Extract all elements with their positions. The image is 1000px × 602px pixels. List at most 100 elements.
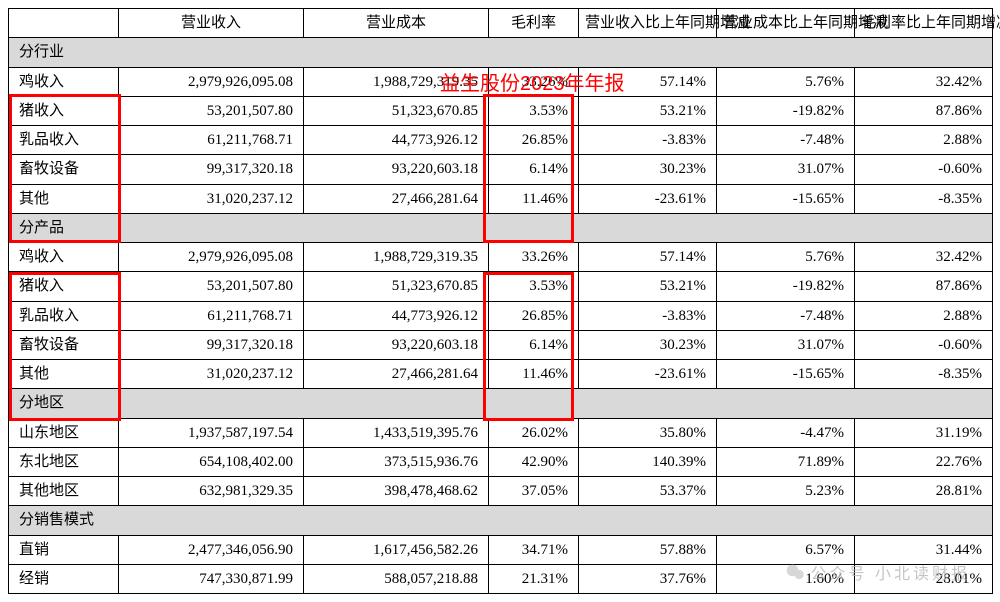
section-row: 分地区 bbox=[9, 389, 993, 418]
revenue-cell: 2,477,346,056.90 bbox=[119, 535, 304, 564]
table-row: 鸡收入2,979,926,095.081,988,729,319.3533.26… bbox=[9, 67, 993, 96]
cost-chg-cell: -19.82% bbox=[717, 96, 855, 125]
gp-chg-cell: 31.44% bbox=[855, 535, 993, 564]
header-cost: 营业成本 bbox=[304, 9, 489, 38]
rev-chg-cell: 57.88% bbox=[579, 535, 717, 564]
revenue-cell: 31,020,237.12 bbox=[119, 360, 304, 389]
label: 其他 bbox=[9, 184, 119, 213]
rev-chg-cell: 53.37% bbox=[579, 477, 717, 506]
section-label: 分销售模式 bbox=[9, 506, 993, 535]
gp-cell: 3.53% bbox=[489, 96, 579, 125]
gp-cell: 6.14% bbox=[489, 155, 579, 184]
gp-chg-cell: 87.86% bbox=[855, 96, 993, 125]
gp-cell: 11.46% bbox=[489, 360, 579, 389]
revenue-cell: 99,317,320.18 bbox=[119, 155, 304, 184]
gp-chg-cell: -8.35% bbox=[855, 360, 993, 389]
table-row: 畜牧设备99,317,320.1893,220,603.186.14%30.23… bbox=[9, 330, 993, 359]
gp-chg-cell: 2.88% bbox=[855, 301, 993, 330]
gp-cell: 33.26% bbox=[489, 67, 579, 96]
cost-chg-cell: 5.23% bbox=[717, 477, 855, 506]
gp-chg-cell: -8.35% bbox=[855, 184, 993, 213]
label: 山东地区 bbox=[9, 418, 119, 447]
cost-chg-cell: -15.65% bbox=[717, 360, 855, 389]
revenue-cell: 53,201,507.80 bbox=[119, 272, 304, 301]
gp-cell: 33.26% bbox=[489, 243, 579, 272]
table-row: 其他31,020,237.1227,466,281.6411.46%-23.61… bbox=[9, 360, 993, 389]
label: 畜牧设备 bbox=[9, 155, 119, 184]
rev-chg-cell: 57.14% bbox=[579, 67, 717, 96]
table-row: 猪收入53,201,507.8051,323,670.853.53%53.21%… bbox=[9, 96, 993, 125]
revenue-cell: 1,937,587,197.54 bbox=[119, 418, 304, 447]
gp-chg-cell: 32.42% bbox=[855, 67, 993, 96]
table-row: 乳品收入61,211,768.7144,773,926.1226.85%-3.8… bbox=[9, 301, 993, 330]
gp-cell: 26.85% bbox=[489, 301, 579, 330]
section-label: 分产品 bbox=[9, 213, 993, 242]
label: 畜牧设备 bbox=[9, 330, 119, 359]
gp-chg-cell: 28.81% bbox=[855, 477, 993, 506]
gp-chg-cell: -0.60% bbox=[855, 330, 993, 359]
table-row: 畜牧设备99,317,320.1893,220,603.186.14%30.23… bbox=[9, 155, 993, 184]
cost-cell: 1,433,519,395.76 bbox=[304, 418, 489, 447]
cost-chg-cell: 5.76% bbox=[717, 243, 855, 272]
header-rev-change: 营业收入比上年同期增减 bbox=[579, 9, 717, 38]
header-blank bbox=[9, 9, 119, 38]
header-cost-change: 营业成本比上年同期增减 bbox=[717, 9, 855, 38]
label: 鸡收入 bbox=[9, 243, 119, 272]
cost-cell: 398,478,468.62 bbox=[304, 477, 489, 506]
gp-cell: 11.46% bbox=[489, 184, 579, 213]
gp-cell: 26.02% bbox=[489, 418, 579, 447]
rev-chg-cell: -23.61% bbox=[579, 184, 717, 213]
rev-chg-cell: -3.83% bbox=[579, 301, 717, 330]
gp-cell: 3.53% bbox=[489, 272, 579, 301]
rev-chg-cell: 53.21% bbox=[579, 272, 717, 301]
gp-cell: 6.14% bbox=[489, 330, 579, 359]
cost-cell: 44,773,926.12 bbox=[304, 126, 489, 155]
cost-cell: 51,323,670.85 bbox=[304, 96, 489, 125]
table-row: 乳品收入61,211,768.7144,773,926.1226.85%-3.8… bbox=[9, 126, 993, 155]
gp-chg-cell: 87.86% bbox=[855, 272, 993, 301]
label: 乳品收入 bbox=[9, 126, 119, 155]
cost-chg-cell: 6.57% bbox=[717, 535, 855, 564]
label: 直销 bbox=[9, 535, 119, 564]
revenue-cell: 654,108,402.00 bbox=[119, 447, 304, 476]
rev-chg-cell: 35.80% bbox=[579, 418, 717, 447]
financial-table: 营业收入 营业成本 毛利率 营业收入比上年同期增减 营业成本比上年同期增减 毛利… bbox=[8, 8, 993, 594]
cost-cell: 27,466,281.64 bbox=[304, 360, 489, 389]
cost-chg-cell: -19.82% bbox=[717, 272, 855, 301]
gp-cell: 26.85% bbox=[489, 126, 579, 155]
cost-chg-cell: -4.47% bbox=[717, 418, 855, 447]
gp-chg-cell: 22.76% bbox=[855, 447, 993, 476]
cost-cell: 51,323,670.85 bbox=[304, 272, 489, 301]
section-row: 分行业 bbox=[9, 38, 993, 67]
label: 乳品收入 bbox=[9, 301, 119, 330]
rev-chg-cell: 140.39% bbox=[579, 447, 717, 476]
header-row: 营业收入 营业成本 毛利率 营业收入比上年同期增减 营业成本比上年同期增减 毛利… bbox=[9, 9, 993, 38]
revenue-cell: 632,981,329.35 bbox=[119, 477, 304, 506]
rev-chg-cell: 30.23% bbox=[579, 330, 717, 359]
section-label: 分行业 bbox=[9, 38, 993, 67]
label: 猪收入 bbox=[9, 96, 119, 125]
gp-cell: 34.71% bbox=[489, 535, 579, 564]
cost-chg-cell: -15.65% bbox=[717, 184, 855, 213]
table-row: 直销2,477,346,056.901,617,456,582.2634.71%… bbox=[9, 535, 993, 564]
revenue-cell: 2,979,926,095.08 bbox=[119, 243, 304, 272]
section-row: 分销售模式 bbox=[9, 506, 993, 535]
cost-cell: 27,466,281.64 bbox=[304, 184, 489, 213]
header-gross-profit: 毛利率 bbox=[489, 9, 579, 38]
cost-cell: 1,988,729,319.35 bbox=[304, 243, 489, 272]
table-row: 东北地区654,108,402.00373,515,936.7642.90%14… bbox=[9, 447, 993, 476]
gp-chg-cell: 32.42% bbox=[855, 243, 993, 272]
cost-chg-cell: 71.89% bbox=[717, 447, 855, 476]
rev-chg-cell: 30.23% bbox=[579, 155, 717, 184]
label: 鸡收入 bbox=[9, 67, 119, 96]
revenue-cell: 31,020,237.12 bbox=[119, 184, 304, 213]
cost-cell: 44,773,926.12 bbox=[304, 301, 489, 330]
gp-chg-cell: 2.88% bbox=[855, 126, 993, 155]
cost-chg-cell: 5.76% bbox=[717, 67, 855, 96]
section-label: 分地区 bbox=[9, 389, 993, 418]
gp-chg-cell: 31.19% bbox=[855, 418, 993, 447]
label: 其他地区 bbox=[9, 477, 119, 506]
table-row: 猪收入53,201,507.8051,323,670.853.53%53.21%… bbox=[9, 272, 993, 301]
cost-cell: 1,988,729,319.35 bbox=[304, 67, 489, 96]
table-row: 其他31,020,237.1227,466,281.6411.46%-23.61… bbox=[9, 184, 993, 213]
